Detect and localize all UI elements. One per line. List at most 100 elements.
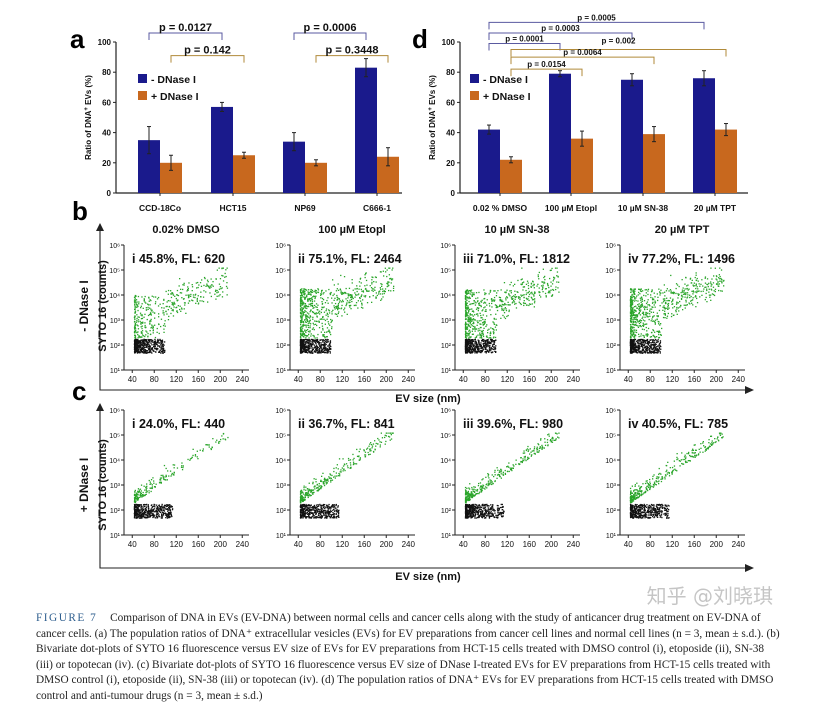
scatter-point-dna-positive: [141, 327, 143, 330]
scatter-point-dna-positive: [387, 283, 389, 285]
scatter-point-dna-positive: [653, 335, 655, 337]
scatter-point-dna-negative: [160, 352, 162, 354]
scatter-point-dna-positive: [301, 292, 303, 294]
scatter-point-dna-positive: [219, 278, 222, 280]
scatter-point-dna-positive: [630, 296, 633, 299]
scatter-point-dna-positive: [635, 331, 638, 334]
scatter-point-dna-positive: [632, 326, 634, 328]
scatter-point-dna-positive: [181, 469, 184, 471]
scatter-point-dna-positive: [677, 297, 679, 299]
scatter-point-dna-positive: [638, 333, 640, 335]
scatter-point-dna-negative: [307, 347, 309, 349]
scatter-point-dna-positive: [476, 307, 479, 309]
scatter-point-dna-positive: [677, 307, 680, 309]
scatter-point-dna-positive: [482, 332, 484, 334]
p-value-label: p = 0.142: [184, 45, 231, 57]
scatter-point-dna-negative: [164, 349, 166, 351]
scatter-point-dna-positive: [718, 285, 720, 287]
scatter-point-dna-negative: [483, 338, 485, 341]
scatter-point-dna-negative: [652, 348, 655, 350]
scatter-point-dna-positive: [167, 319, 170, 321]
scatter-point-dna-negative: [322, 345, 324, 347]
scatter-point-dna-positive: [472, 333, 474, 335]
scatter-point-dna-positive: [494, 290, 496, 292]
scatter-point-dna-positive: [697, 288, 699, 290]
scatter-point-dna-positive: [662, 298, 665, 300]
scatter-point-dna-positive: [146, 485, 148, 487]
scatter-point-dna-negative: [301, 346, 303, 348]
scatter-point-dna-positive: [637, 300, 639, 302]
scatter-point-dna-positive: [149, 323, 151, 325]
scatter-point-dna-positive: [549, 269, 551, 272]
scatter-point-dna-positive: [506, 289, 508, 291]
scatter-point-dna-positive: [362, 299, 364, 301]
scatter-point-dna-positive: [675, 303, 678, 305]
scatter-point-dna-negative: [162, 352, 164, 354]
scatter-point-dna-negative: [326, 352, 328, 354]
scatter-point-dna-negative: [301, 351, 304, 354]
scatter-point-dna-negative: [466, 346, 468, 348]
scatter-point-dna-negative: [161, 345, 163, 348]
scatter-point-dna-negative: [306, 346, 309, 348]
scatter-point-dna-positive: [483, 298, 485, 300]
scatter-point-dna-positive: [549, 277, 551, 280]
scatter-point-dna-negative: [148, 350, 151, 352]
scatter-point-dna-positive: [149, 313, 151, 316]
scatter-point-dna-positive: [632, 333, 635, 335]
column-title: 0.02% DMSO: [152, 224, 220, 236]
scatter-point-dna-positive: [631, 315, 633, 317]
scatter-point-dna-positive: [141, 334, 144, 336]
scatter-point-dna-positive: [630, 295, 632, 298]
scatter-point-dna-negative: [492, 351, 494, 353]
scatter-point-dna-positive: [465, 301, 467, 303]
scatter-point-dna-positive: [305, 326, 307, 328]
scatter-point-dna-positive: [495, 329, 497, 331]
scatter-point-dna-negative: [151, 344, 153, 346]
scatter-point-dna-positive: [350, 294, 352, 296]
scatter-point-dna-negative: [154, 342, 156, 344]
scatter-point-dna-positive: [301, 293, 303, 295]
scatter-point-dna-positive: [224, 272, 226, 275]
scatter-point-dna-positive: [337, 307, 339, 309]
scatter-point-dna-positive: [209, 285, 211, 287]
scatter-point-dna-positive: [147, 303, 149, 305]
scatter-point-dna-positive: [196, 287, 198, 289]
scatter-point-dna-positive: [357, 300, 359, 302]
scatter-point-dna-positive: [510, 290, 512, 292]
scatter-point-dna-negative: [321, 344, 324, 346]
scatter-point-dna-negative: [139, 351, 141, 353]
scatter-point-dna-positive: [467, 315, 469, 317]
scatter-point-dna-positive: [315, 312, 317, 314]
scatter-point-dna-positive: [181, 308, 183, 310]
scatter-point-dna-positive: [366, 302, 369, 304]
scatter-point-dna-positive: [200, 285, 203, 287]
scatter-point-dna-positive: [484, 301, 486, 303]
scatter-point-dna-positive: [645, 306, 647, 308]
scatter-point-dna-positive: [481, 310, 483, 312]
scatter-point-dna-positive: [134, 328, 136, 330]
scatter-point-dna-positive: [540, 285, 543, 287]
y-tick-label: 10⁶: [109, 408, 120, 415]
scatter-point-dna-negative: [152, 341, 154, 343]
scatter-point-dna-positive: [500, 317, 502, 319]
scatter-point-dna-negative: [470, 345, 473, 347]
scatter-point-dna-positive: [551, 294, 554, 296]
scatter-point-dna-positive: [146, 331, 148, 333]
scatter-point-dna-positive: [148, 490, 150, 492]
scatter-point-dna-positive: [695, 287, 697, 290]
scatter-point-dna-negative: [304, 346, 307, 349]
scatter-point-dna-positive: [630, 318, 633, 320]
scatter-point-dna-negative: [166, 514, 168, 516]
scatter-point-dna-negative: [135, 345, 137, 347]
scatter-point-dna-positive: [381, 283, 383, 286]
scatter-point-dna-negative: [167, 516, 170, 519]
scatter-point-dna-negative: [493, 343, 495, 346]
scatter-point-dna-negative: [134, 344, 136, 346]
scatter-point-dna-positive: [489, 336, 491, 339]
scatter-point-dna-positive: [523, 300, 525, 302]
scatter-point-dna-positive: [327, 321, 329, 323]
scatter-point-dna-positive: [719, 278, 721, 280]
scatter-point-dna-positive: [162, 475, 164, 478]
scatter-point-dna-negative: [639, 347, 641, 349]
scatter-point-dna-negative: [319, 339, 321, 341]
